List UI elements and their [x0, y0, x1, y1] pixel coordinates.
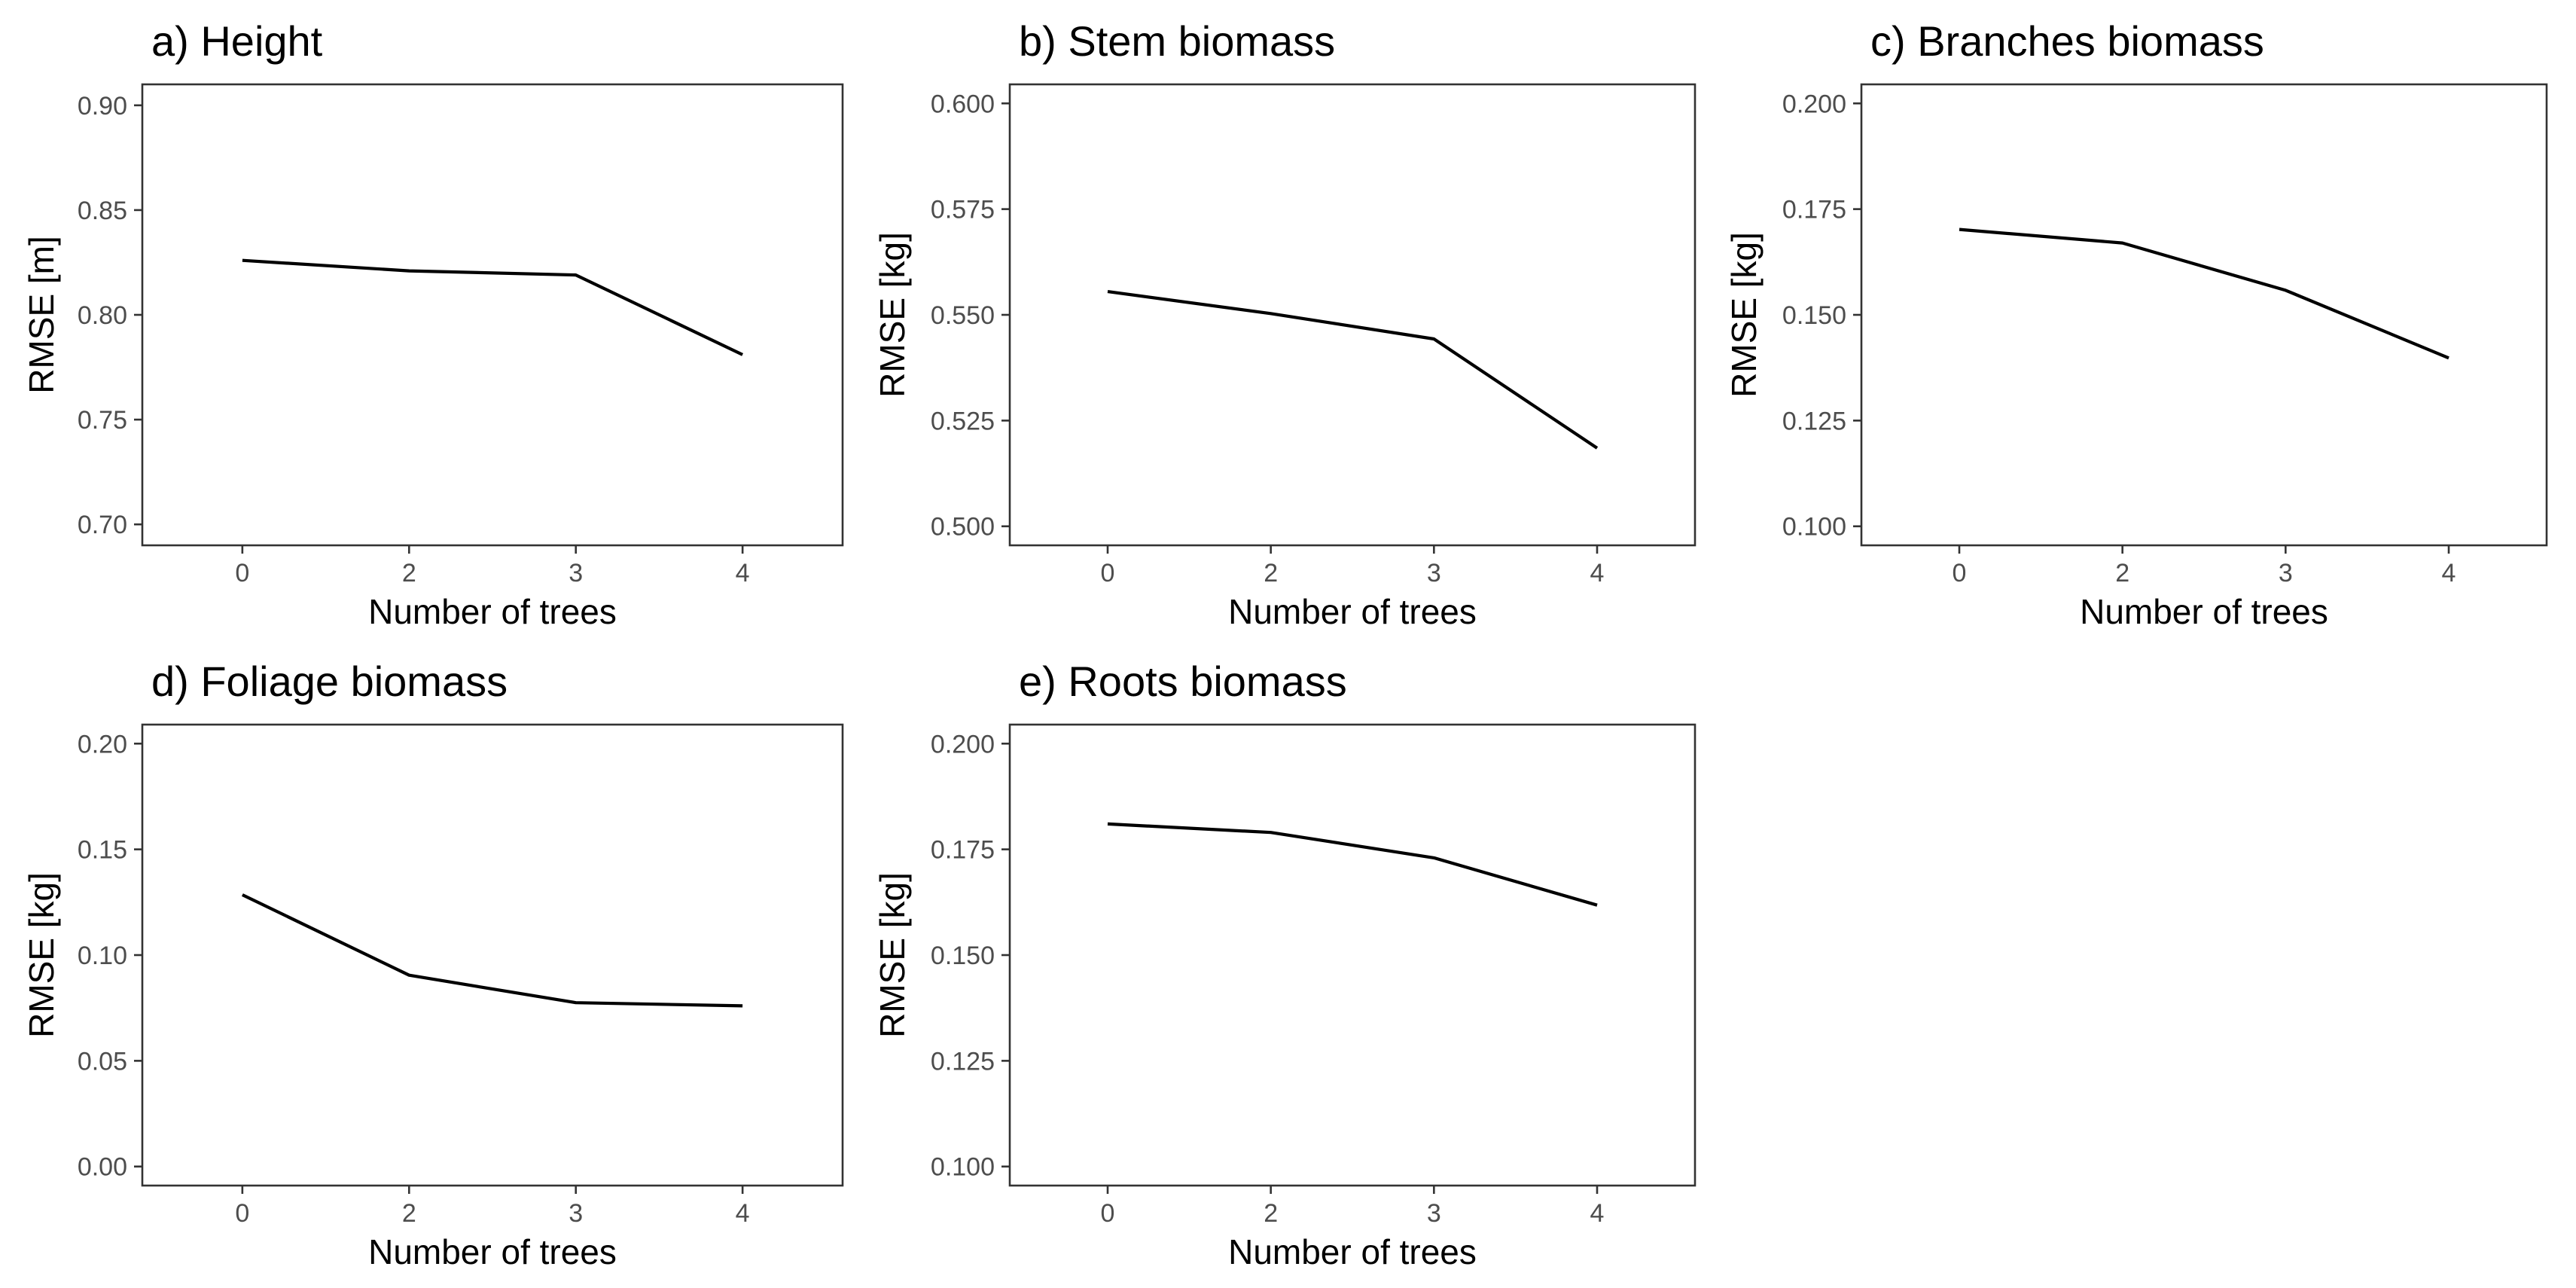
x-tick-label: 4 [736, 559, 750, 588]
panel-title: c) Branches biomass [1870, 17, 2264, 65]
y-axis-title: RMSE [kg] [22, 872, 61, 1038]
x-tick-label: 0 [235, 559, 249, 588]
y-tick-label: 0.100 [931, 1153, 995, 1182]
x-tick-label: 2 [1264, 1199, 1278, 1228]
series-line [241, 893, 743, 1008]
y-tick-label: 0.550 [931, 301, 995, 330]
y-tick-label: 0.600 [931, 90, 995, 118]
x-tick-label: 3 [569, 559, 583, 588]
y-tick-label: 0.200 [1782, 90, 1846, 118]
y-tick-label: 0.80 [78, 301, 127, 330]
x-tick-label: 2 [402, 1199, 416, 1228]
x-tick-label: 4 [2442, 559, 2456, 588]
panel-a: a) Height RMSE [m] Number of trees 0.70 0… [22, 17, 844, 631]
panel-title: b) Stem biomass [1019, 17, 1335, 65]
y-tick-label: 0.100 [1782, 513, 1846, 542]
panel-title: e) Roots biomass [1019, 658, 1347, 705]
x-axis-title: Number of trees [368, 592, 617, 631]
series-line [1107, 822, 1598, 907]
y-tick-label: 0.00 [78, 1153, 127, 1182]
panel-title: d) Foliage biomass [151, 658, 508, 705]
x-axis-title: Number of trees [2080, 592, 2328, 631]
y-tick-label: 0.525 [931, 407, 995, 435]
series-line [1107, 290, 1599, 450]
panel-e: e) Roots biomass RMSE [kg] Number of tre… [873, 658, 1697, 1271]
x-tick-label: 2 [2115, 559, 2129, 588]
y-axis-title: RMSE [kg] [1724, 232, 1764, 398]
x-tick-label: 3 [2279, 559, 2293, 588]
y-tick-label: 0.200 [931, 730, 995, 758]
y-tick-label: 0.75 [78, 406, 127, 435]
series-line [242, 258, 744, 356]
x-tick-label: 3 [569, 1199, 583, 1228]
y-tick-label: 0.150 [931, 942, 995, 970]
x-tick-label: 0 [1101, 559, 1115, 588]
x-tick-label: 0 [1101, 1199, 1115, 1228]
x-tick-label: 4 [1590, 1199, 1605, 1228]
y-tick-label: 0.05 [78, 1047, 127, 1076]
y-tick-label: 0.575 [931, 196, 995, 224]
panel-b: b) Stem biomass RMSE [kg] Number of tree… [873, 17, 1697, 631]
x-tick-label: 0 [235, 1199, 249, 1228]
panel-d: d) Foliage biomass RMSE [kg] Number of t… [22, 658, 844, 1271]
x-tick-label: 0 [1953, 559, 1967, 588]
x-tick-label: 2 [402, 559, 416, 588]
panel-c: c) Branches biomass RMSE [kg] Number of … [1724, 17, 2548, 631]
y-axis-title: RMSE [m] [22, 236, 61, 394]
x-tick-label: 3 [1427, 559, 1441, 588]
panel-title: a) Height [151, 17, 323, 65]
x-tick-label: 3 [1427, 1199, 1441, 1228]
y-tick-label: 0.15 [78, 836, 127, 865]
y-axis-title: RMSE [kg] [873, 872, 912, 1038]
x-tick-label: 2 [1264, 559, 1278, 588]
y-tick-label: 0.90 [78, 92, 127, 121]
y-tick-label: 0.175 [1782, 196, 1846, 224]
y-tick-label: 0.70 [78, 511, 127, 539]
y-tick-label: 0.125 [1782, 407, 1846, 435]
x-axis-title: Number of trees [1228, 1232, 1477, 1271]
x-axis-title: Number of trees [368, 1232, 617, 1271]
series-line [1959, 227, 2449, 360]
x-axis-title: Number of trees [1228, 592, 1477, 631]
y-tick-label: 0.85 [78, 197, 127, 225]
y-tick-label: 0.500 [931, 513, 995, 542]
y-tick-label: 0.150 [1782, 301, 1846, 330]
y-tick-label: 0.175 [931, 836, 995, 865]
x-tick-label: 4 [736, 1199, 750, 1228]
y-tick-label: 0.20 [78, 730, 127, 758]
y-tick-label: 0.10 [78, 942, 127, 970]
x-tick-label: 4 [1590, 559, 1605, 588]
y-tick-label: 0.125 [931, 1047, 995, 1076]
y-axis-title: RMSE [kg] [873, 232, 912, 398]
